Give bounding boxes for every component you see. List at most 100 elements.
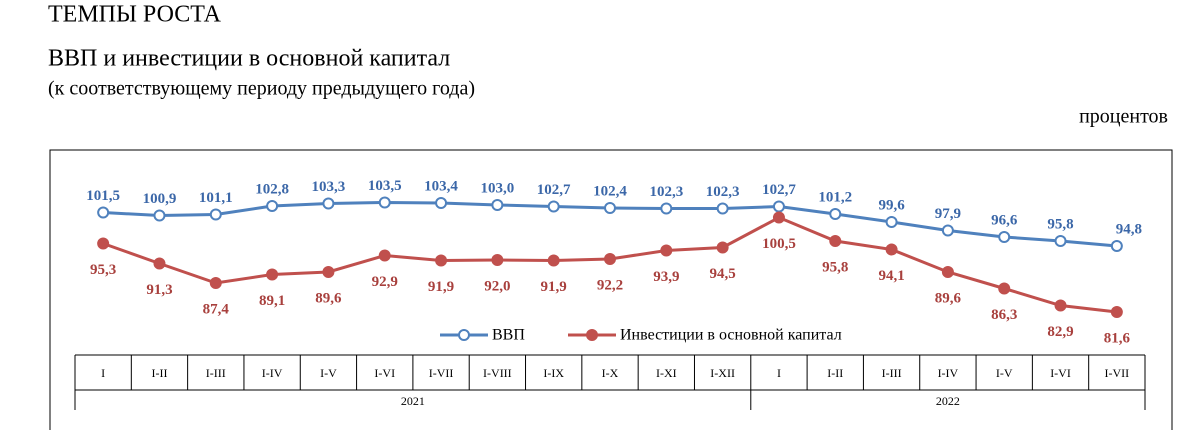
point bbox=[435, 254, 448, 267]
x-tick-label: I-IV bbox=[262, 366, 283, 380]
point bbox=[97, 206, 110, 219]
x-tick-label: I-VI bbox=[1050, 366, 1071, 380]
point bbox=[491, 254, 504, 266]
value-label: 103,3 bbox=[312, 179, 346, 195]
value-label: 103,4 bbox=[424, 178, 458, 194]
value-label: 89,1 bbox=[259, 293, 285, 309]
point bbox=[604, 253, 616, 265]
chart-title: ТЕМПЫ РОСТА bbox=[48, 2, 222, 28]
value-label: 95,8 bbox=[822, 259, 848, 275]
x-tick-label: I-XI bbox=[656, 366, 677, 380]
value-label: 97,9 bbox=[935, 206, 961, 222]
value-label: 101,2 bbox=[818, 189, 852, 205]
x-tick-label: I-IX bbox=[543, 366, 564, 380]
point bbox=[772, 211, 785, 224]
point bbox=[941, 224, 954, 237]
value-label: 99,6 bbox=[878, 197, 905, 213]
point bbox=[209, 277, 222, 289]
x-tick-label: I-II bbox=[151, 366, 167, 380]
x-tick-label: I-V bbox=[996, 366, 1013, 380]
value-label: 91,3 bbox=[146, 282, 172, 298]
point bbox=[547, 254, 560, 267]
value-label: 82,9 bbox=[1047, 324, 1073, 340]
point bbox=[829, 208, 842, 220]
x-tick-label: I-VII bbox=[1105, 366, 1130, 380]
value-label: 94,8 bbox=[1116, 221, 1142, 237]
x-tick-label: I bbox=[777, 366, 781, 380]
point bbox=[435, 197, 448, 209]
point bbox=[998, 282, 1011, 295]
value-label: 93,9 bbox=[653, 269, 679, 285]
point bbox=[1110, 240, 1123, 252]
x-tick-label: I-IV bbox=[938, 366, 959, 380]
chart-subtitle: ВВП и инвестиции в основной капитал bbox=[48, 46, 450, 72]
plot-frame bbox=[49, 149, 1173, 430]
value-label: 102,7 bbox=[762, 182, 796, 198]
point bbox=[378, 249, 391, 262]
x-tick-label: I-X bbox=[602, 366, 619, 380]
value-label: 100,5 bbox=[762, 236, 796, 252]
unit-label: процентов bbox=[1079, 106, 1168, 128]
point bbox=[941, 266, 954, 278]
value-label: 81,6 bbox=[1104, 330, 1131, 346]
x-tick-label: I bbox=[101, 366, 105, 380]
point bbox=[604, 202, 616, 214]
point bbox=[491, 199, 504, 211]
point bbox=[266, 200, 279, 212]
x-tick-label: I-VII bbox=[429, 366, 454, 380]
value-label: 92,9 bbox=[372, 274, 398, 290]
point bbox=[547, 200, 560, 213]
point bbox=[378, 196, 391, 209]
value-label: 102,3 bbox=[649, 184, 683, 200]
x-tick-label: I-II bbox=[827, 366, 843, 380]
value-label: 102,3 bbox=[706, 184, 740, 200]
x-tick-label: I-VI bbox=[374, 366, 395, 380]
point bbox=[772, 200, 785, 213]
point bbox=[1054, 235, 1067, 247]
point bbox=[153, 209, 166, 222]
point bbox=[97, 237, 110, 250]
point bbox=[1110, 306, 1123, 318]
value-label: 103,5 bbox=[368, 178, 402, 194]
point bbox=[266, 268, 279, 281]
value-label: 95,3 bbox=[90, 262, 116, 278]
point bbox=[209, 208, 222, 221]
value-label: 103,0 bbox=[480, 180, 514, 196]
point bbox=[153, 257, 166, 270]
point bbox=[660, 202, 673, 215]
value-label: 89,6 bbox=[315, 290, 342, 306]
value-label: 101,1 bbox=[199, 190, 233, 206]
point bbox=[322, 197, 335, 210]
x-tick-label: I-III bbox=[206, 366, 226, 380]
chart-note: (к соответствующему периоду предыдущего … bbox=[48, 78, 475, 100]
legend-marker bbox=[458, 329, 470, 341]
value-label: 101,5 bbox=[86, 188, 120, 204]
value-label: 87,4 bbox=[203, 301, 230, 317]
x-tick-label: I-III bbox=[882, 366, 902, 380]
value-label: 86,3 bbox=[991, 307, 1017, 323]
year-label: 2022 bbox=[936, 394, 960, 408]
x-tick-label: I-VIII bbox=[483, 366, 512, 380]
legend-marker bbox=[586, 329, 598, 341]
point bbox=[1054, 299, 1067, 312]
point bbox=[660, 244, 673, 257]
point bbox=[998, 231, 1011, 243]
x-tick-label: I-XII bbox=[710, 366, 735, 380]
value-label: 96,6 bbox=[991, 212, 1018, 228]
value-label: 102,4 bbox=[593, 183, 627, 199]
value-label: 102,8 bbox=[255, 181, 289, 197]
point bbox=[716, 202, 729, 215]
value-label: 91,9 bbox=[541, 279, 567, 295]
value-label: 95,8 bbox=[1047, 216, 1073, 232]
point bbox=[322, 266, 335, 278]
value-label: 100,9 bbox=[143, 191, 177, 207]
value-label: 91,9 bbox=[428, 279, 454, 295]
value-label: 92,2 bbox=[597, 277, 623, 293]
legend-label: ВВП bbox=[492, 327, 525, 344]
point bbox=[716, 241, 729, 254]
value-label: 94,1 bbox=[878, 268, 904, 284]
legend-label: Инвестиции в основной капитал bbox=[620, 327, 842, 344]
point bbox=[885, 216, 898, 228]
value-label: 94,5 bbox=[710, 266, 736, 282]
